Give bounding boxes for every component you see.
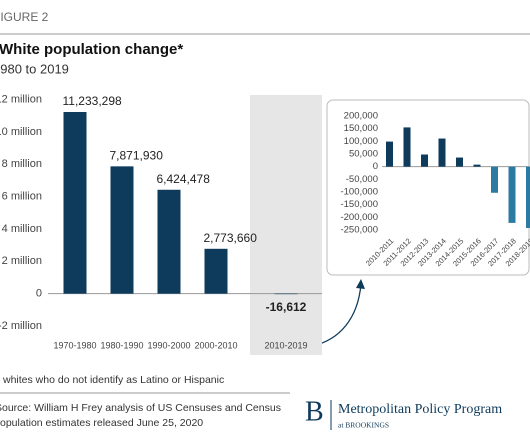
y-tick-label: 8 million bbox=[2, 158, 42, 170]
bar bbox=[274, 293, 298, 295]
highlight-band bbox=[250, 95, 322, 355]
value-label: 2,773,660 bbox=[204, 231, 258, 245]
source: Source: William H Frey analysis of US Ce… bbox=[0, 402, 281, 414]
footnote: whites who do not identify as Latino or … bbox=[2, 374, 224, 386]
value-label: 11,233,298 bbox=[63, 94, 122, 108]
y-tick-label: 50,000 bbox=[349, 149, 378, 160]
x-tick-label: 1970-1980 bbox=[53, 340, 96, 350]
value-label: -16,612 bbox=[266, 300, 307, 314]
x-tick-label: 2010-2019 bbox=[264, 340, 307, 350]
bar bbox=[491, 166, 498, 193]
bar bbox=[63, 111, 87, 294]
value-label: 6,424,478 bbox=[157, 172, 211, 186]
y-tick-label: 4 million bbox=[2, 223, 42, 235]
bar bbox=[456, 157, 463, 167]
y-tick-label: -150,000 bbox=[340, 199, 378, 210]
x-tick-label: 1980-1990 bbox=[100, 340, 143, 350]
x-tick-label: 1990-2000 bbox=[147, 340, 190, 350]
y-tick-label: -200,000 bbox=[340, 212, 378, 223]
y-tick-label: 0 bbox=[36, 288, 42, 300]
y-tick-label: 2 million bbox=[2, 255, 42, 267]
bar bbox=[403, 127, 411, 167]
y-tick-label: 150,000 bbox=[344, 123, 378, 134]
bar bbox=[421, 154, 428, 167]
arrow-head bbox=[356, 279, 365, 289]
figure-label: FIGURE 2 bbox=[0, 10, 49, 24]
bar bbox=[204, 248, 228, 294]
y-tick-label: 200,000 bbox=[344, 111, 378, 122]
bar bbox=[473, 164, 481, 167]
y-tick-label: -50,000 bbox=[346, 174, 378, 185]
bar bbox=[386, 141, 393, 167]
logo-affiliation: at BROOKINGS bbox=[338, 421, 389, 430]
y-tick-label: 0 bbox=[373, 161, 378, 172]
y-tick-label: 12 million bbox=[0, 94, 42, 106]
x-tick-label: 2000-2010 bbox=[194, 340, 237, 350]
source: Population estimates released June 25, 2… bbox=[0, 417, 203, 429]
bar bbox=[110, 166, 134, 294]
chart-subtitle: 1980 to 2019 bbox=[0, 61, 69, 76]
value-label: 7,871,930 bbox=[110, 149, 164, 163]
bar bbox=[508, 166, 516, 223]
chart-title: White population change* bbox=[0, 41, 183, 58]
bar bbox=[438, 138, 446, 167]
y-tick-label: -100,000 bbox=[340, 187, 378, 198]
y-tick-label: 100,000 bbox=[344, 136, 378, 147]
y-tick-label: -2 million bbox=[0, 320, 42, 332]
y-tick-label: 6 million bbox=[2, 191, 42, 203]
y-tick-label: 10 million bbox=[0, 126, 42, 138]
bar bbox=[157, 189, 181, 294]
logo-letter: B bbox=[305, 396, 324, 427]
y-tick-label: -250,000 bbox=[340, 225, 378, 236]
bar bbox=[526, 166, 530, 228]
logo-name: Metropolitan Policy Program bbox=[338, 402, 502, 417]
